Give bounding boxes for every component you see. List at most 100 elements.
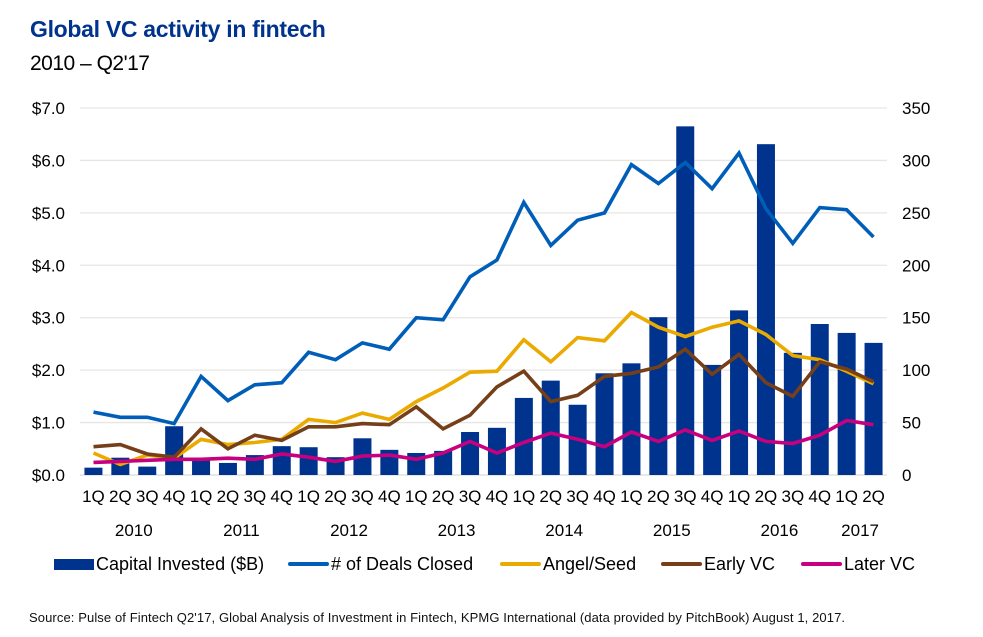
left-axis-tick-label: $4.0 [32,256,65,275]
left-axis-tick-label: $1.0 [32,414,65,433]
left-axis-tick-label: $7.0 [32,99,65,118]
legend-item-capital-invested[interactable]: Capital Invested ($B) [54,551,264,577]
x-axis-quarter-label: 4Q [701,487,724,506]
bar-capital-invested [272,446,291,475]
x-axis-year-label: 2012 [330,521,368,540]
x-axis-quarter-label: 2Q [324,487,347,506]
bar-capital-invested [138,466,157,475]
x-axis-quarter-label: 3Q [244,487,267,506]
right-axis-tick-label: 100 [902,361,930,380]
legend-item-angel-seed[interactable]: Angel/Seed [500,551,636,577]
series-lines [92,149,875,467]
bar-capital-invested [165,426,184,475]
x-axis-quarter-label: 1Q [620,487,643,506]
bar-capital-invested [461,432,480,475]
legend-item-deals-closed[interactable]: # of Deals Closed [288,551,473,577]
x-axis-year-label: 2010 [115,521,153,540]
chart-subtitle: 2010 – Q2'17 [30,52,150,75]
x-axis-quarter-label: 4Q [378,487,401,506]
left-axis-tick-label: $5.0 [32,204,65,223]
x-axis-quarter-label: 1Q [405,487,428,506]
bar-capital-invested [84,467,103,475]
bar-capital-invested [676,126,695,475]
x-axis-year-label: 2011 [223,521,260,540]
bar-capital-invested [783,352,802,475]
x-axis-quarter-label: 1Q [728,487,751,506]
left-axis-tick-label: $6.0 [32,151,65,170]
right-axis-tick-label: 350 [902,99,930,118]
x-axis-quarter-label: 1Q [835,487,858,506]
line-of-deals-closed [93,149,875,426]
x-axis-quarter-label: 2Q [432,487,455,506]
left-axis-tick-label: $3.0 [32,309,65,328]
legend-label-later-vc: Later VC [844,553,916,574]
x-axis-quarter-labels: 1Q 2Q 3Q 4Q 1Q 2Q 3Q 4Q 1Q 2Q 3Q 4Q 1Q 2Q 3Q 4Q 1Q 2Q 3Q 4Q… [82,487,885,506]
x-axis-quarter-label: 1Q [297,487,320,506]
legend-swatch-later-vc [801,562,842,566]
x-axis-year-label: 2014 [545,521,583,540]
legend-label-capital-invested: Capital Invested ($B) [96,553,265,574]
x-axis-year-labels: 2010 2011 2012 2013 2014 2015 2016 2017 [115,521,879,540]
line-later-vc [93,418,874,465]
bar-capital-invested [622,363,641,475]
source-note: Source: Pulse of Fintech Q2'17, Global A… [29,610,846,625]
x-axis-quarter-label: 3Q [674,487,697,506]
right-axis-tick-label: 300 [902,151,930,170]
bar-capital-invested [541,380,560,475]
x-axis-year-label: 2015 [653,521,691,540]
legend-item-early-vc[interactable]: Early VC [661,551,775,577]
x-axis-quarter-label: 4Q [808,487,831,506]
x-axis-quarter-label: 3Q [566,487,589,506]
bar-capital-invested [649,317,668,475]
x-axis-quarter-label: 2Q [647,487,670,506]
x-axis-quarter-label: 2Q [109,487,132,506]
x-axis-quarter-label: 1Q [82,487,105,506]
left-axis-tick-label: $2.0 [32,361,65,380]
right-axis-tick-label: 250 [902,204,930,223]
bar-capital-invested [434,450,453,475]
legend-label-angel-seed: Angel/Seed [543,553,637,574]
right-axis-ticks: 0 50 100 150 200 250 300 350 [902,99,930,485]
x-axis-quarter-label: 4Q [270,487,293,506]
combo-chart: $0.0 $1.0 $2.0 $3.0 $4.0 $5.0 $6.0 $7.0 0 50 100 1… [32,99,930,540]
legend-swatch-capital-invested [54,558,94,570]
x-axis-year-label: 2017 [841,521,879,540]
x-axis-year-label: 2013 [438,521,476,540]
line-early-vc [93,346,875,460]
legend-item-later-vc[interactable]: Later VC [801,551,915,577]
x-axis-quarter-label: 4Q [486,487,509,506]
bar-capital-invested [218,462,237,475]
x-axis-year-label: 2016 [760,521,798,540]
right-axis-tick-label: 0 [902,466,911,485]
right-axis-tick-label: 150 [902,309,930,328]
x-axis-quarter-label: 3Q [782,487,805,506]
x-axis-quarter-label: 3Q [459,487,482,506]
bar-capital-invested [595,373,614,475]
x-axis-quarter-label: 2Q [862,487,885,506]
x-axis-quarter-label: 2Q [217,487,240,506]
chart-title: Global VC activity in fintech [30,16,326,42]
left-axis-ticks: $0.0 $1.0 $2.0 $3.0 $4.0 $5.0 $6.0 $7.0 [32,99,65,485]
x-axis-quarter-label: 2Q [539,487,562,506]
x-axis-quarter-label: 2Q [755,487,778,506]
bar-capital-invested [810,324,829,475]
legend-label-deals-closed: # of Deals Closed [331,553,474,574]
right-axis-tick-label: 200 [902,256,930,275]
capital-invested-bars [84,126,883,475]
legend-swatch-angel-seed [500,562,541,566]
right-axis-tick-label: 50 [902,414,921,433]
bar-capital-invested [514,397,533,475]
legend-swatch-early-vc [661,562,702,566]
x-axis-quarter-label: 1Q [513,487,536,506]
bar-capital-invested [730,310,749,475]
bar-capital-invested [192,458,211,475]
legend-swatch-deals-closed [288,562,329,566]
x-axis-quarter-label: 3Q [351,487,374,506]
x-axis-quarter-label: 4Q [163,487,186,506]
x-axis-quarter-label: 4Q [593,487,616,506]
gridlines [80,107,887,476]
bar-capital-invested [703,364,722,475]
bar-capital-invested [756,144,775,475]
legend: Capital Invested ($B) # of Deals Closed … [0,551,983,577]
line-angel-seed [92,310,875,467]
